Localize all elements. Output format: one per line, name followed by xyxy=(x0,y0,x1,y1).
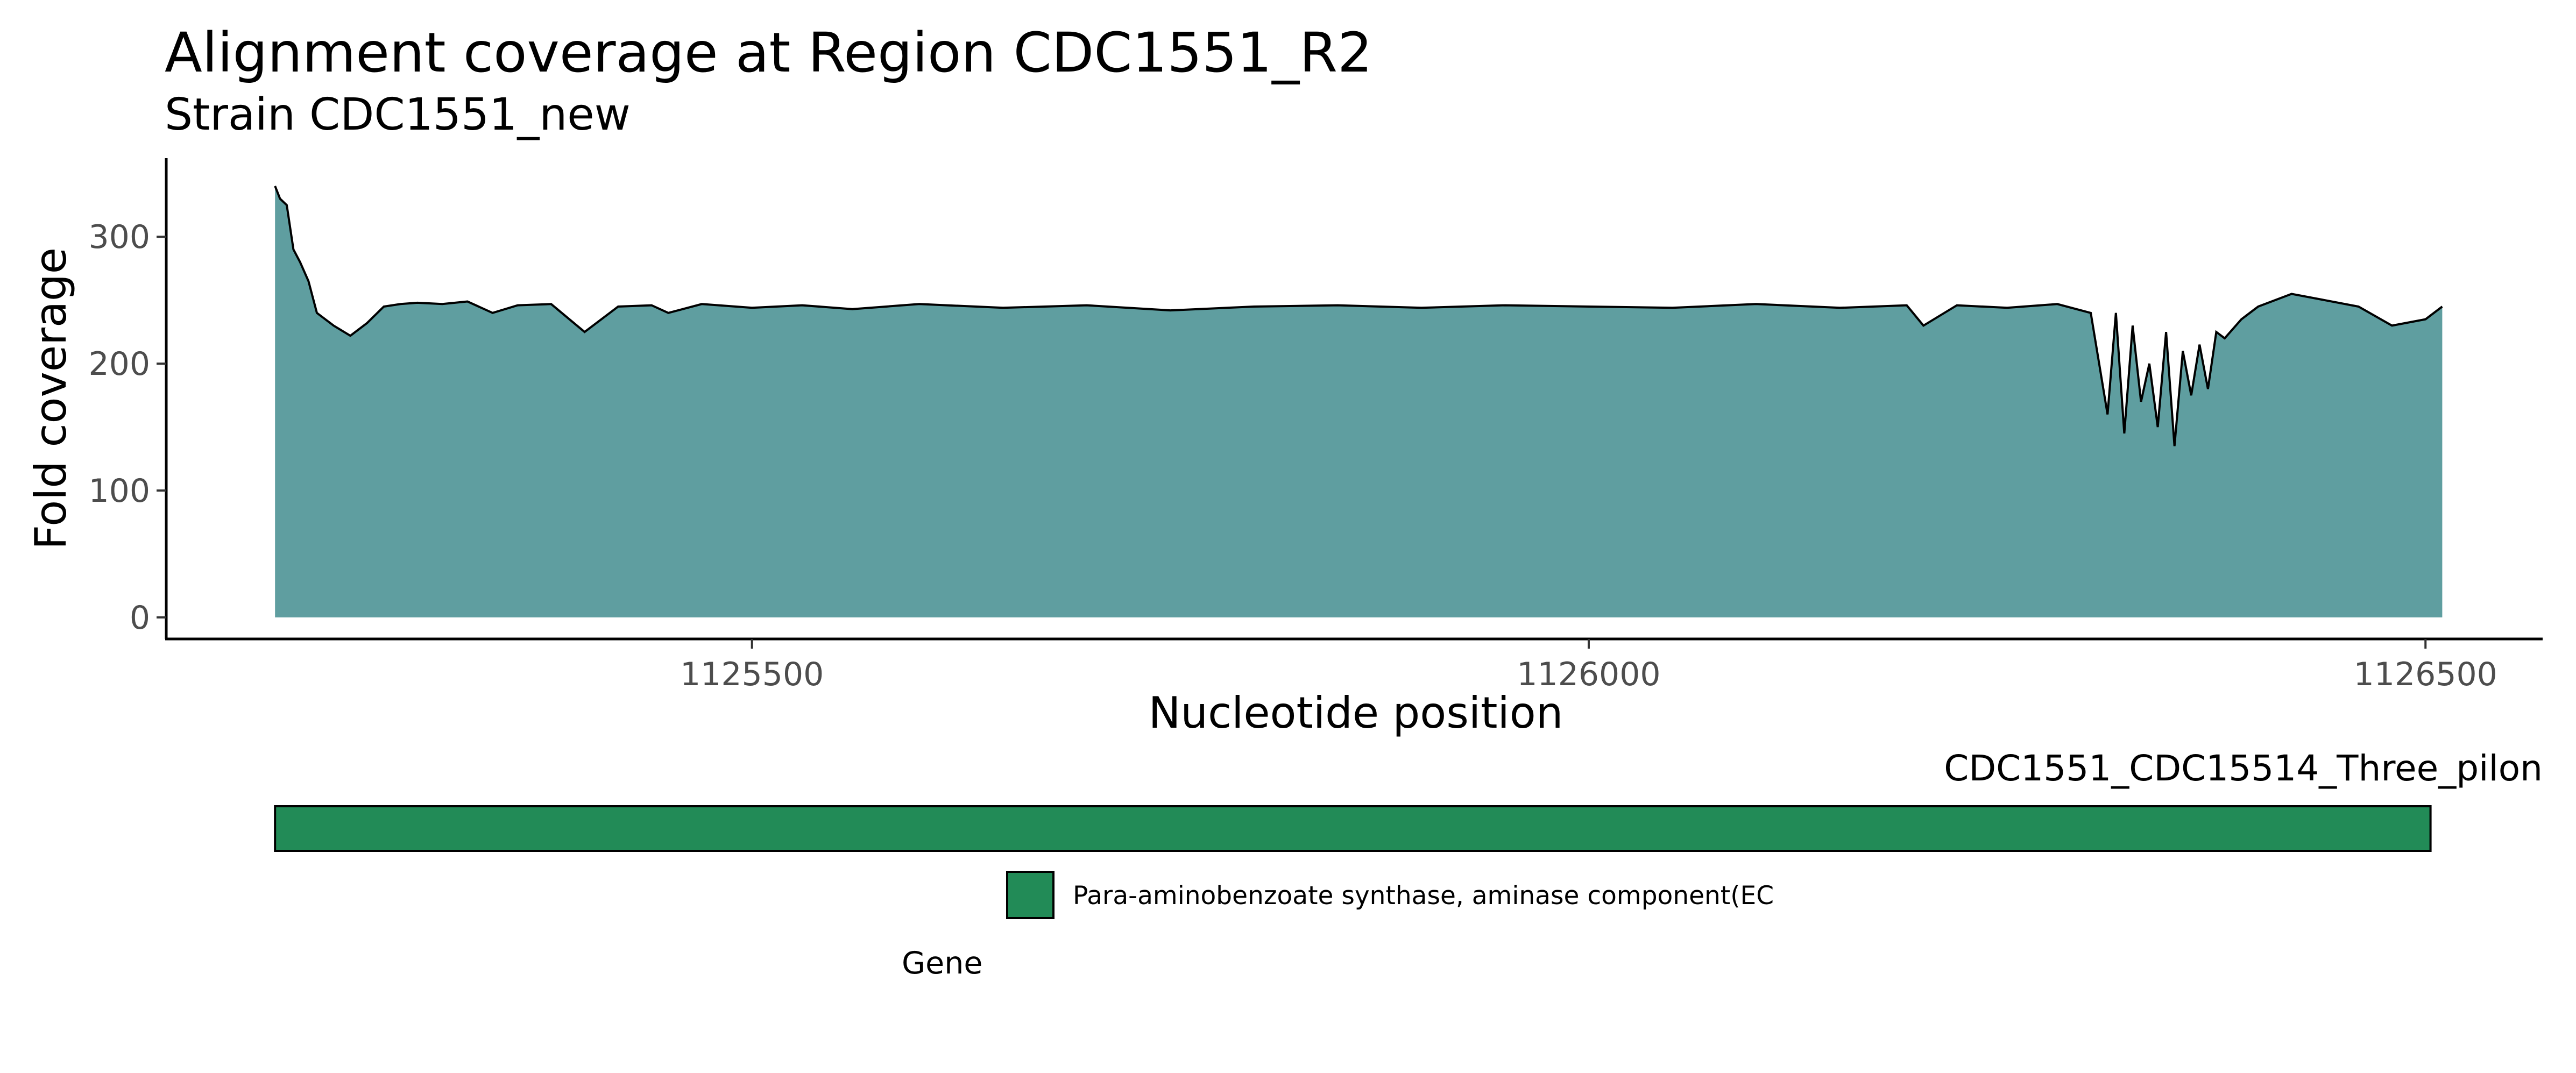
coverage-line xyxy=(274,186,2443,446)
chart-title: Alignment coverage at Region CDC1551_R2 xyxy=(165,21,1372,85)
x-tick-label: 1125500 xyxy=(680,656,824,693)
y-tick-label: 0 xyxy=(130,599,150,637)
gene-bar xyxy=(274,805,2432,852)
x-tick-label: 1126000 xyxy=(1517,656,1660,693)
legend-swatch xyxy=(1006,871,1055,919)
legend-entry-text: Para-aminobenzoate synthase, aminase com… xyxy=(1073,881,1774,911)
plot-area xyxy=(274,186,2443,617)
x-tick-label: 1126500 xyxy=(2354,656,2497,693)
y-tick-label: 200 xyxy=(88,345,150,383)
y-tick-label: 100 xyxy=(88,472,150,510)
chart-subtitle: Strain CDC1551_new xyxy=(165,89,631,140)
x-axis-title: Nucleotide position xyxy=(1149,688,1563,738)
x-axis-ticks: 1125500 1126000 1126500 xyxy=(680,639,2497,693)
legend-title: Gene xyxy=(902,946,982,981)
y-tick-label: 300 xyxy=(88,218,150,256)
gene-track-label: CDC1551_CDC15514_Three_pilon xyxy=(1944,748,2543,789)
coverage-area xyxy=(275,186,2443,617)
y-axis-ticks: 0 100 200 300 xyxy=(88,218,166,637)
y-axis-title: Fold coverage xyxy=(26,247,76,550)
